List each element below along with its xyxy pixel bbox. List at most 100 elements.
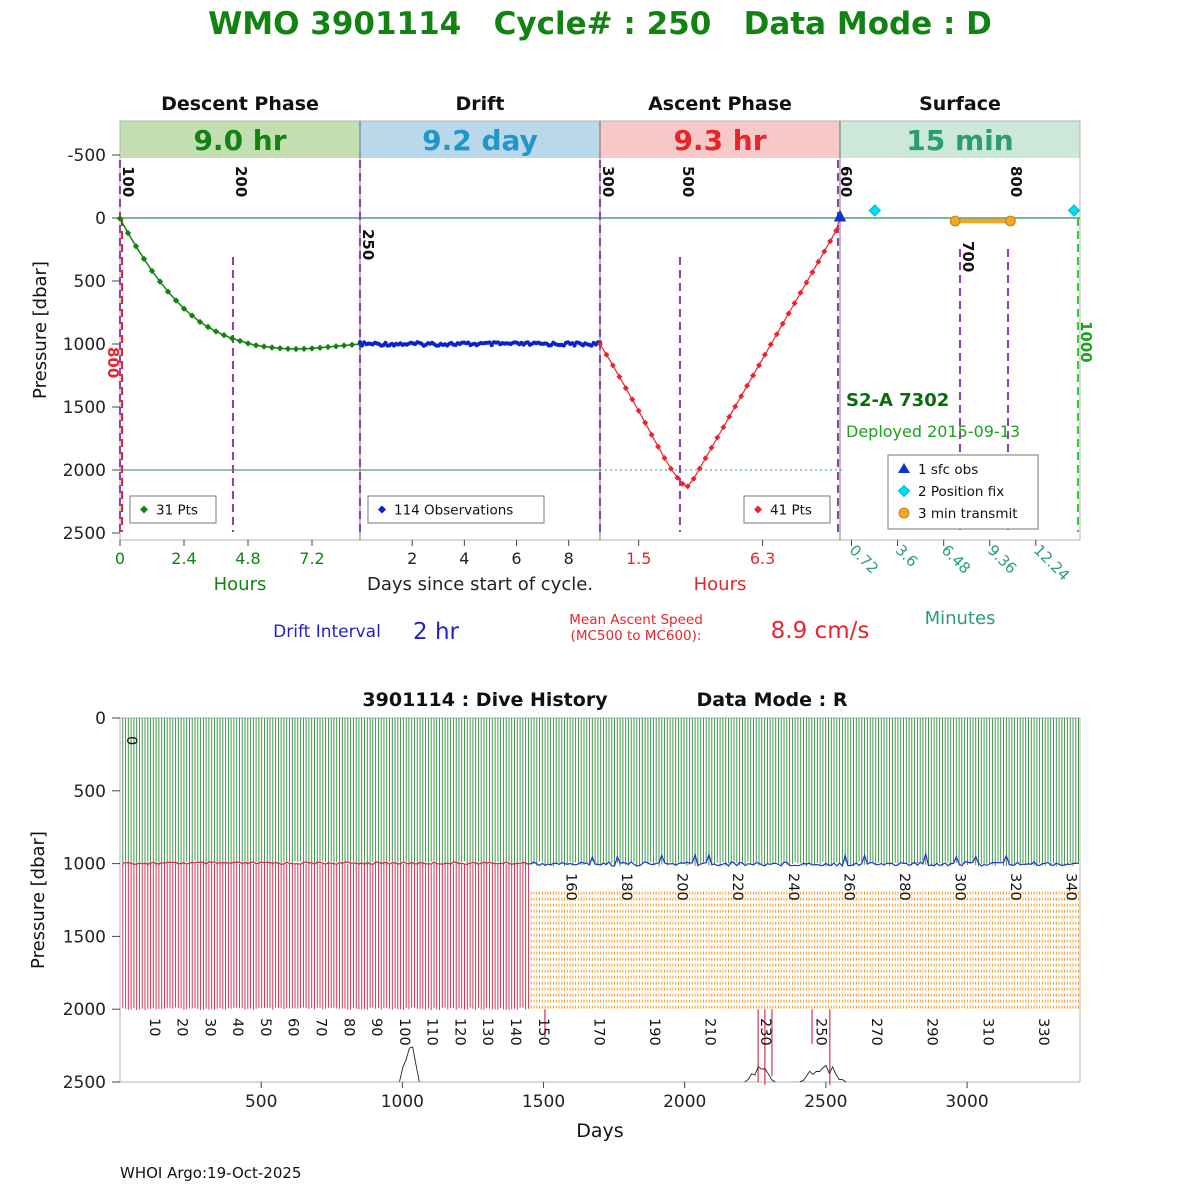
x-tick-label: 6	[511, 549, 521, 568]
cycle-label: 100	[396, 1018, 412, 1046]
bathymetry-trace	[399, 1046, 420, 1082]
cycle-label: 140	[507, 1018, 523, 1046]
drift-trace-early	[122, 861, 529, 865]
x-tick-label: 9.36	[984, 541, 1020, 577]
legend-label: 1 sfc obs	[918, 462, 978, 478]
ascent-speed-sub: (MC500 to MC600):	[571, 628, 702, 644]
cycle-label: 10	[146, 1018, 162, 1036]
transmit-marker	[1005, 215, 1016, 227]
cycle-label: 210	[702, 1018, 718, 1046]
legend-label: 114 Observations	[394, 503, 513, 519]
phase-title: Drift	[455, 93, 504, 115]
x-tick-label: 2.4	[171, 549, 196, 568]
legend-marker	[898, 507, 910, 519]
y-tick-label: 500	[74, 782, 106, 802]
sfc-obs-marker	[833, 209, 847, 222]
mc-label: 100	[119, 166, 137, 197]
x-axis-label: Hours	[694, 574, 747, 595]
x-tick-label: 7.2	[299, 549, 324, 568]
mc-label: 1000	[1077, 321, 1095, 363]
bathymetry-trace	[799, 1064, 846, 1083]
y-tick-label: 2500	[63, 1073, 106, 1093]
phase-duration: 9.3 hr	[673, 124, 766, 157]
mc-label: 700	[959, 241, 977, 272]
legend-label: 31 Pts	[156, 503, 198, 519]
y-tick-label: 2000	[63, 1000, 106, 1020]
descent-lines	[122, 718, 1079, 867]
phase-duration: 9.0 hr	[193, 124, 286, 157]
mc-label: 800	[104, 347, 122, 378]
deep-profile-lines	[122, 863, 529, 1011]
footer-credit: WHOI Argo:19-Oct-2025	[120, 1164, 302, 1182]
position-fix-marker	[868, 204, 882, 217]
x-tick-label: 0	[115, 549, 125, 568]
x-tick-label: 4.8	[235, 549, 260, 568]
x-tick-label: 6.3	[750, 549, 775, 568]
x-tick-label: 2000	[663, 1092, 706, 1112]
cycle-label: 260	[840, 873, 856, 901]
x-tick-label: 3000	[945, 1092, 988, 1112]
mc-label: 250	[359, 229, 377, 260]
cycle-label: 80	[340, 1018, 356, 1036]
x-tick-label: 1000	[381, 1092, 424, 1112]
legend-marker	[898, 463, 910, 473]
legend-marker	[140, 505, 148, 514]
cycle-label: 0	[123, 736, 139, 745]
phase-title: Ascent Phase	[648, 93, 792, 115]
x-tick-label: 2	[407, 549, 417, 568]
x-tick-label: 1500	[522, 1092, 565, 1112]
x-tick-label: 0.72	[846, 541, 882, 577]
cycle-label: 290	[924, 1018, 940, 1046]
cycle-label: 330	[1035, 1018, 1051, 1046]
phase-duration: 15 min	[906, 124, 1013, 157]
x-axis-label: Days since start of cycle.	[367, 574, 593, 595]
cycle-profile-chart: Descent Phase 9.0 hr Drift 9.2 day Ascent Ph…	[30, 93, 1095, 645]
deployed-label: Deployed 2015-09-13	[846, 422, 1020, 441]
cycle-label: 90	[368, 1018, 384, 1036]
x-tick-label: 1.5	[626, 549, 651, 568]
cycle-label: 70	[313, 1018, 329, 1036]
cycle-label: 170	[590, 1018, 606, 1046]
x-tick-label: 8	[564, 549, 574, 568]
x-tick-label: 2500	[804, 1092, 847, 1112]
float-model-label: S2-A 7302	[846, 390, 949, 411]
cycle-label: 20	[174, 1018, 190, 1036]
mc-label: 500	[679, 166, 697, 197]
y-tick-label: 2000	[63, 461, 106, 481]
cycle-label: 120	[451, 1018, 467, 1046]
cycle-label: 240	[785, 873, 801, 901]
cycle-label: 230	[757, 1018, 773, 1046]
cycle-label: 60	[285, 1018, 301, 1036]
cycle-label: 270	[868, 1018, 884, 1046]
legend-marker	[378, 505, 386, 514]
cycle-label: 150	[535, 1018, 551, 1046]
y-axis-label: Pressure [dbar]	[28, 831, 49, 969]
x-axis-label: Minutes	[925, 608, 996, 629]
cycle-label: 340	[1063, 873, 1079, 901]
y-tick-label: 2500	[63, 524, 106, 544]
mc-label: 800	[1007, 166, 1025, 197]
bathymetry-trace	[744, 1065, 776, 1083]
phase-band	[840, 121, 1080, 158]
plot-border	[119, 717, 1081, 1083]
y-tick-label: 1500	[63, 927, 106, 947]
phase-duration: 9.2 day	[422, 124, 538, 157]
drift-points	[357, 340, 603, 348]
cycle-label: 280	[896, 873, 912, 901]
ascent-speed-value: 8.9 cm/s	[771, 618, 870, 644]
cycle-label: 40	[229, 1018, 245, 1036]
cycle-label: 30	[201, 1018, 217, 1036]
phase-band	[600, 121, 840, 158]
y-tick-label: 1000	[63, 855, 106, 875]
transmit-marker	[949, 215, 961, 227]
phase-band	[120, 121, 360, 158]
mc-label: 200	[232, 166, 250, 197]
drift-trace-late	[528, 852, 1079, 868]
y-tick-label: -500	[67, 146, 106, 166]
y-tick-label: 0	[95, 709, 106, 729]
cycle-label: 190	[646, 1018, 662, 1046]
y-axis-label: Pressure [dbar]	[30, 261, 51, 399]
phase-title: Descent Phase	[161, 93, 319, 115]
cycle-label: 160	[563, 873, 579, 901]
